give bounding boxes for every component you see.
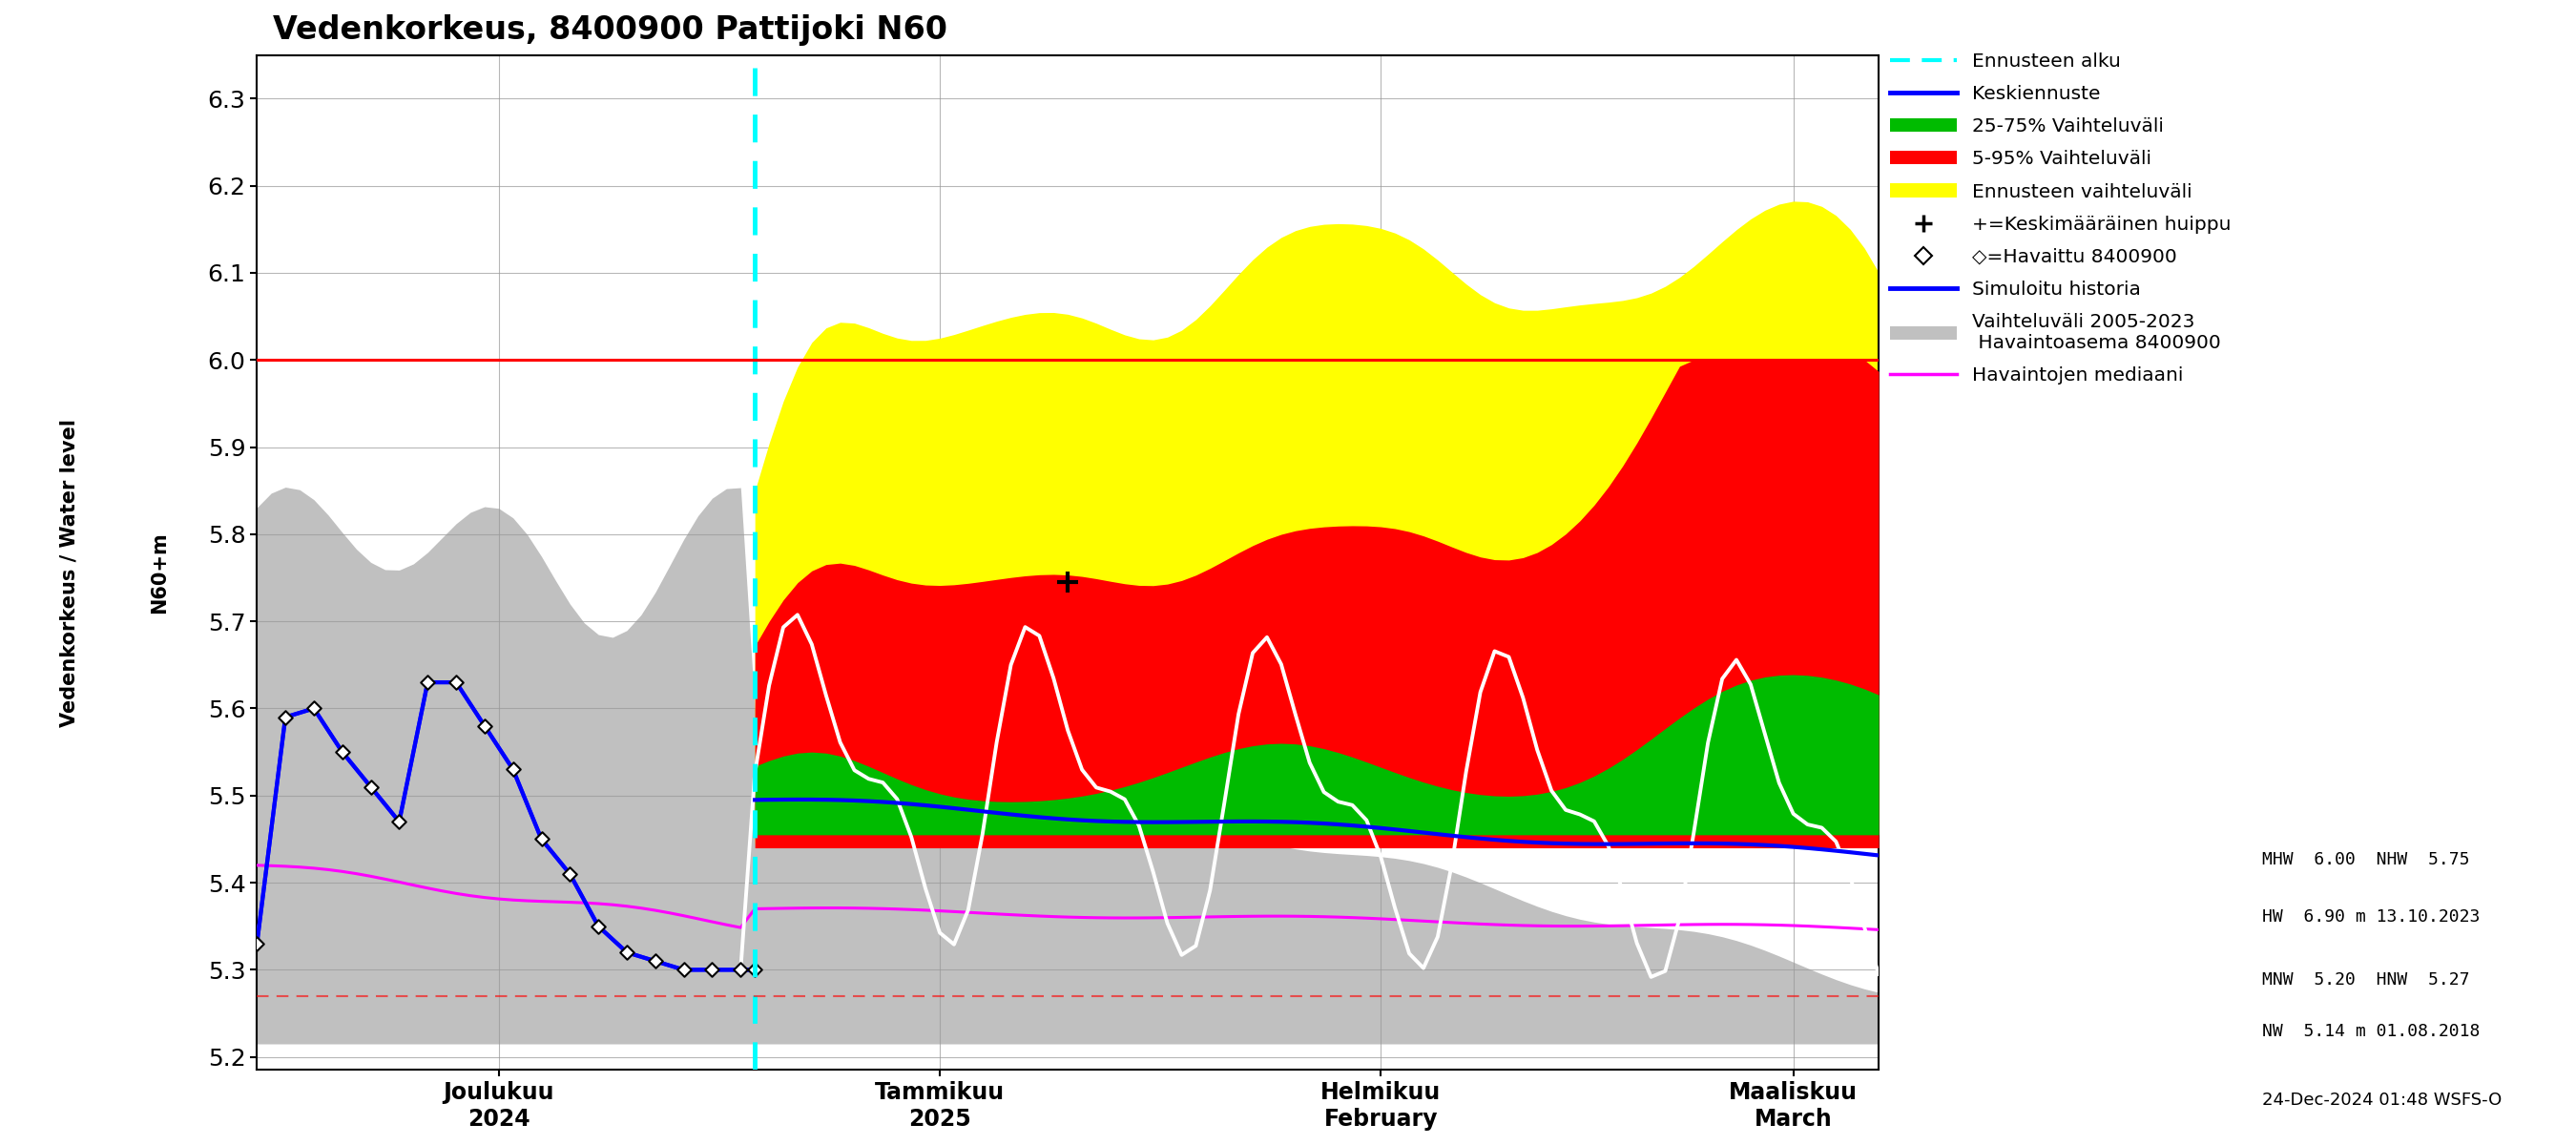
Text: N60+m: N60+m (149, 531, 170, 614)
Text: HW  6.90 m 13.10.2023: HW 6.90 m 13.10.2023 (2262, 908, 2481, 925)
Point (734, 961, 775, 979)
Point (690, 961, 732, 979)
Point (605, 943, 647, 962)
Text: Vedenkorkeus, 8400900 Pattijoki N60: Vedenkorkeus, 8400900 Pattijoki N60 (273, 14, 948, 46)
Text: NW  5.14 m 01.08.2018: NW 5.14 m 01.08.2018 (2262, 1022, 2481, 1040)
Point (520, 830, 562, 848)
Point (577, 917, 618, 935)
Point (265, 708, 307, 726)
Text: MNW  5.20  HNW  5.27: MNW 5.20 HNW 5.27 (2262, 971, 2470, 988)
Point (322, 743, 363, 761)
Text: 24-Dec-2024 01:48 WSFS-O: 24-Dec-2024 01:48 WSFS-O (2262, 1091, 2501, 1108)
Legend: Ennusteen alku, Keskiennuste, 25-75% Vaihteluväli, 5-95% Vaihteluväli, Ennusteen: Ennusteen alku, Keskiennuste, 25-75% Vai… (1883, 45, 2239, 393)
Point (464, 717, 505, 735)
Point (237, 934, 278, 953)
Point (294, 700, 335, 718)
Point (407, 673, 448, 692)
Text: Vedenkorkeus / Water level: Vedenkorkeus / Water level (59, 418, 80, 727)
Point (492, 760, 533, 779)
Text: MHW  6.00  NHW  5.75: MHW 6.00 NHW 5.75 (2262, 851, 2470, 868)
Point (721, 961, 762, 979)
Point (549, 864, 590, 883)
Point (379, 813, 420, 831)
Point (435, 673, 477, 692)
Point (634, 951, 675, 970)
Point (350, 777, 392, 796)
Point (662, 961, 703, 979)
